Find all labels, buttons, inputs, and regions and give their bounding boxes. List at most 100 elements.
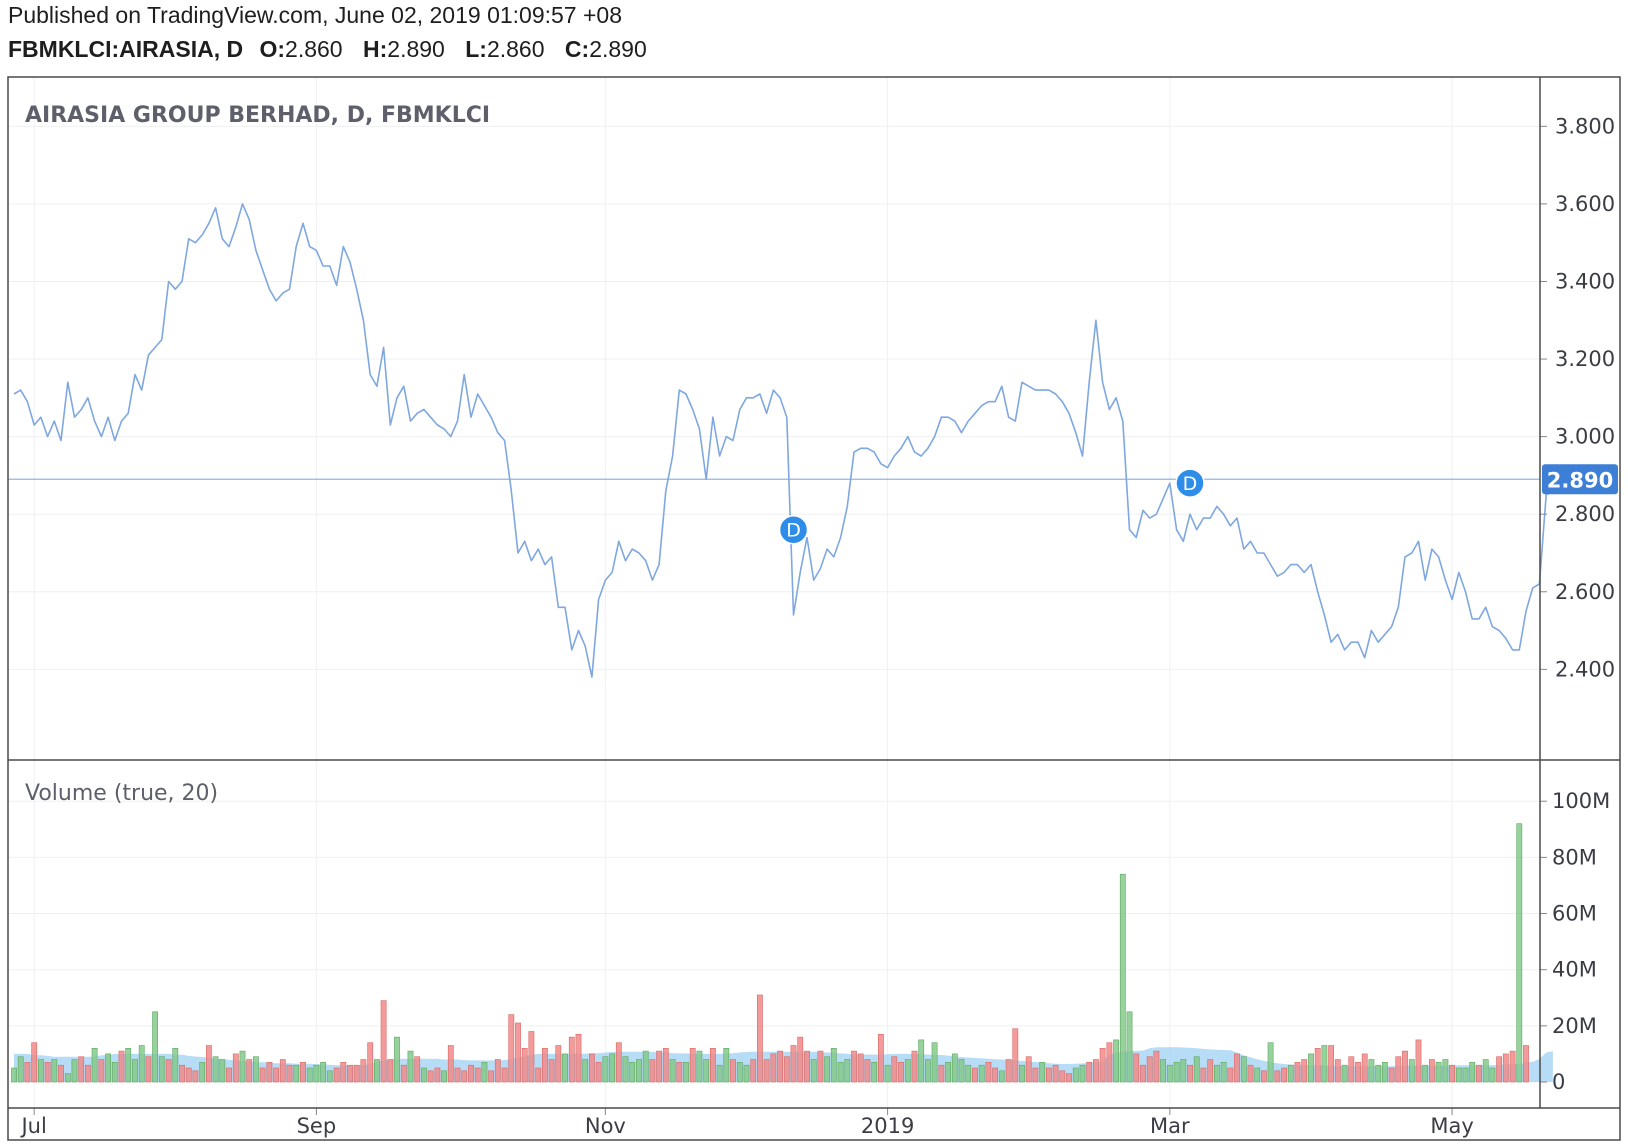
volume-bar: [528, 1031, 535, 1083]
volume-bar: [689, 1048, 696, 1083]
volume-bar: [1046, 1067, 1052, 1083]
high-value: 2.890: [387, 36, 445, 62]
volume-bar: [185, 1067, 192, 1083]
last-price-badge-bg: [1542, 464, 1618, 495]
volume-bar: [427, 1070, 434, 1083]
volume-bar: [992, 1067, 998, 1083]
volume-bar: [1032, 1067, 1039, 1083]
volume-bar: [1509, 1050, 1516, 1083]
volume-bar: [145, 1056, 152, 1083]
volume-bar: [226, 1067, 232, 1083]
volume-bar: [877, 1034, 884, 1083]
outer-frame: [7, 76, 1621, 1141]
volume-bar: [1294, 1062, 1301, 1083]
volume-bar: [340, 1062, 347, 1083]
volume-bar: [212, 1056, 219, 1083]
volume-bar: [353, 1064, 360, 1083]
volume-bar: [1072, 1067, 1079, 1083]
volume-bar: [132, 1059, 138, 1083]
volume-bar: [723, 1048, 730, 1083]
volume-bar: [279, 1059, 286, 1083]
volume-bar: [273, 1067, 279, 1083]
volume-bar: [1301, 1059, 1308, 1083]
y-tick-label: 2.400: [1555, 657, 1615, 681]
volume-bar: [615, 1042, 622, 1083]
volume-bar: [851, 1050, 857, 1083]
volume-bar: [797, 1036, 804, 1083]
volume-bar: [1220, 1062, 1227, 1083]
volume-bar: [259, 1067, 266, 1083]
volume-bar: [1395, 1056, 1402, 1083]
volume-bar: [1449, 1064, 1455, 1083]
close-key: C:: [564, 36, 590, 62]
dividend-marker: D: [1175, 468, 1205, 498]
volume-bar: [320, 1062, 326, 1083]
volume-bar: [1314, 1048, 1321, 1083]
close-value: 2.890: [589, 36, 647, 62]
volume-bar: [407, 1050, 414, 1083]
volume-bar: [58, 1064, 64, 1083]
open-value: 2.860: [285, 36, 343, 62]
volume-bar: [777, 1050, 783, 1083]
volume-bar: [696, 1050, 703, 1083]
dividend-marker-label: D: [1183, 473, 1198, 495]
volume-bar: [541, 1048, 548, 1083]
volume-bar: [373, 1059, 380, 1083]
volume-bar: [1274, 1070, 1281, 1083]
x-tick-label: Jul: [19, 1114, 46, 1138]
volume-bar: [105, 1053, 111, 1083]
volume-bar: [824, 1056, 830, 1083]
volume-bar: [1160, 1059, 1166, 1083]
volume-bar: [1261, 1070, 1267, 1083]
volume-bar: [118, 1050, 125, 1083]
volume-bar: [1408, 1059, 1415, 1083]
volume-bar: [1502, 1053, 1509, 1083]
volume-bar: [1227, 1067, 1234, 1083]
volume-bar: [1173, 1062, 1180, 1083]
price-series-line: [13, 203, 1561, 678]
dividend-marker-circle: [778, 514, 809, 545]
volume-bar: [1516, 823, 1523, 1083]
volume-bar: [1086, 1062, 1093, 1083]
volume-y-tick-label: 0: [1552, 1070, 1565, 1094]
volume-bar: [111, 1062, 118, 1083]
volume-bar: [125, 1048, 132, 1083]
volume-bar: [1025, 1056, 1032, 1083]
volume-bar: [293, 1064, 300, 1083]
volume-bar: [454, 1067, 461, 1083]
volume-bar: [1462, 1067, 1469, 1083]
volume-bar: [441, 1070, 447, 1083]
volume-bar: [515, 1022, 521, 1083]
volume-bar: [158, 1056, 165, 1083]
last-price-badge: 2.890: [1542, 464, 1618, 495]
volume-bar: [588, 1053, 595, 1083]
volume-bar: [911, 1050, 918, 1083]
volume-y-tick-label: 20M: [1552, 1014, 1597, 1038]
volume-bar: [1180, 1059, 1187, 1083]
volume-bar: [152, 1011, 158, 1083]
volume-bar: [810, 1059, 817, 1083]
volume-bar: [1240, 1056, 1247, 1083]
volume-bar: [380, 1000, 387, 1083]
volume-bar: [367, 1042, 374, 1083]
volume-bar: [763, 1059, 770, 1083]
volume-bar: [85, 1064, 91, 1083]
volume-bar: [474, 1067, 481, 1083]
volume-bar: [595, 1062, 602, 1083]
volume-bar: [1482, 1059, 1489, 1083]
volume-bar: [1079, 1064, 1086, 1083]
volume-bar: [1039, 1062, 1046, 1083]
volume-bar: [998, 1070, 1005, 1083]
volume-bar: [871, 1062, 878, 1083]
volume-bar: [1321, 1045, 1328, 1083]
volume-bar: [501, 1067, 508, 1083]
volume-bar: [683, 1062, 689, 1083]
volume-bar: [804, 1050, 810, 1083]
low-key: L:: [465, 36, 487, 62]
volume-bar: [1496, 1056, 1502, 1083]
volume-bar: [165, 1059, 172, 1083]
volume-bar: [978, 1064, 985, 1083]
volume-bar: [1207, 1059, 1214, 1083]
volume-bars-layer: [11, 823, 1529, 1083]
